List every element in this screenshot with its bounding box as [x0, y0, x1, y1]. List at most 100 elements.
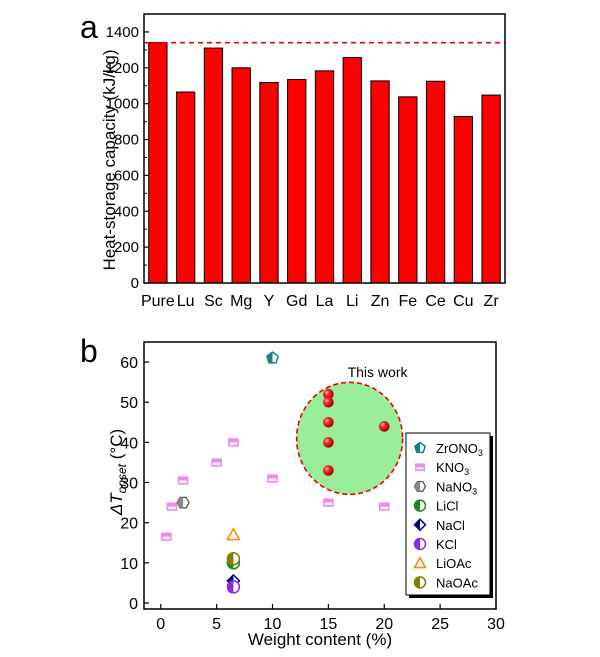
point-kno3	[267, 474, 278, 483]
point-kno3	[161, 532, 172, 541]
bar-gd	[287, 78, 307, 284]
bar-la	[314, 70, 335, 284]
y-tick-label: 1200	[106, 60, 139, 77]
y-tick-label: 0	[131, 275, 139, 292]
panel-a-label: a	[80, 9, 98, 45]
panel-a-plot: Pure Lu Sc Mg Y Gd La Li Zn Fe Ce Cu Zr 0 200 400 600 800…	[106, 13, 506, 310]
legend-label: ZrONO3	[436, 441, 483, 458]
point-kcl	[226, 580, 241, 594]
x-tick-label: 30	[487, 616, 505, 633]
bar-li	[342, 57, 362, 284]
point-this-work	[323, 465, 334, 476]
point-this-work	[323, 396, 334, 408]
point-kno3	[323, 498, 334, 507]
x-tick-label: Pure	[141, 293, 175, 310]
x-tick-label: 15	[319, 616, 337, 633]
y-label-main: ΔT	[107, 492, 126, 516]
legend-label: LiCl	[436, 499, 459, 514]
x-tick-label: Zr	[484, 293, 500, 310]
y-tick-label: 400	[114, 203, 139, 220]
panel-a: a Heat-storage capacity (kJ/kg) Pure Lu Sc…	[80, 9, 506, 310]
legend-marker	[413, 499, 427, 512]
panel-b-y-axis-label: ΔTonset (°C)	[107, 429, 129, 516]
x-tick-label: Sc	[204, 293, 223, 310]
legend-marker	[413, 537, 427, 551]
bar-y	[259, 82, 279, 284]
bar-mg	[231, 67, 251, 284]
bar-sc	[203, 47, 224, 284]
x-tick-label: 25	[431, 616, 449, 633]
legend-marker	[413, 556, 427, 569]
point-kno3	[228, 438, 239, 447]
point-kno3	[378, 502, 390, 511]
y-tick-label: 50	[120, 395, 138, 412]
bar-zr	[481, 94, 501, 284]
legend-label: NaNO3	[436, 479, 477, 496]
bar-ce	[425, 80, 446, 284]
bar-pure	[148, 42, 168, 284]
bar-zn	[370, 80, 390, 284]
y-tick-label: 30	[120, 476, 138, 493]
legend-label: LiOAc	[436, 556, 472, 571]
y-tick-label: 60	[120, 355, 138, 372]
this-work-highlight	[295, 381, 404, 496]
bar-cu	[453, 116, 474, 284]
x-tick-label: Lu	[177, 293, 195, 310]
legend-marker	[413, 518, 427, 532]
x-tick-label: 10	[264, 616, 282, 633]
y-tick-label: 1400	[106, 24, 139, 41]
x-tick-label: 20	[375, 616, 393, 633]
y-label-unit: (°C)	[107, 429, 126, 464]
legend-label: NaCl	[436, 518, 465, 533]
x-tick-label: Zn	[371, 293, 390, 310]
plot-frame	[143, 341, 497, 610]
legend-marker	[413, 480, 427, 492]
legend-label: KCl	[436, 537, 457, 552]
x-tick-label: Y	[264, 293, 275, 310]
x-tick-label: Mg	[230, 293, 252, 310]
point-nano3	[176, 496, 190, 509]
x-tick-label: Gd	[286, 293, 307, 310]
x-tick-label: Li	[346, 293, 358, 310]
point-this-work	[323, 388, 334, 400]
y-tick-label: 40	[120, 435, 138, 452]
y-tick-label: 10	[120, 556, 138, 573]
plot-frame	[143, 13, 506, 284]
legend-label-subscript: 3	[472, 486, 477, 496]
y-tick-label: 0	[129, 596, 138, 613]
legend-marker	[413, 576, 427, 589]
point-this-work	[378, 421, 390, 432]
bar-fe	[398, 96, 418, 284]
x-tick-label: Fe	[398, 293, 417, 310]
x-tick-label: La	[316, 293, 334, 310]
legend-label-subscript: 3	[478, 448, 483, 458]
y-tick-label: 800	[114, 132, 139, 149]
legend-label: NaOAc	[436, 575, 478, 590]
point-this-work	[323, 417, 334, 428]
x-tick-label: 5	[212, 616, 221, 633]
panel-a-y-axis-label: Heat-storage capacity (kJ/kg)	[100, 49, 119, 270]
point-lioac	[226, 527, 241, 541]
point-zrono3	[265, 351, 280, 364]
point-kno3	[177, 476, 189, 485]
y-label-sub: onset	[115, 463, 129, 493]
x-tick-label: 0	[156, 616, 165, 633]
legend-marker	[415, 463, 425, 472]
y-tick-label: 600	[114, 167, 139, 184]
y-tick-label: 200	[114, 239, 139, 256]
legend-label-subscript: 3	[464, 467, 469, 477]
panel-b-plot: This work 0 5 10 15 20 25 30 0 10 20 30 40 50 60 ZrONO3…	[120, 341, 505, 633]
panel-b-label: b	[80, 333, 98, 369]
x-tick-label: Ce	[425, 293, 446, 310]
y-tick-label: 1000	[106, 96, 139, 113]
panel-b-x-axis-label: Weight content (%)	[248, 630, 392, 649]
legend-label: KNO3	[436, 460, 469, 477]
y-tick-label: 20	[120, 516, 138, 533]
bar-lu	[175, 91, 196, 284]
point-naoac	[226, 552, 241, 566]
point-kno3	[166, 502, 178, 511]
this-work-annotation: This work	[348, 364, 409, 380]
point-this-work	[323, 437, 334, 448]
panel-b: b ΔTonset (°C) Weight content (%) This w…	[80, 333, 505, 649]
